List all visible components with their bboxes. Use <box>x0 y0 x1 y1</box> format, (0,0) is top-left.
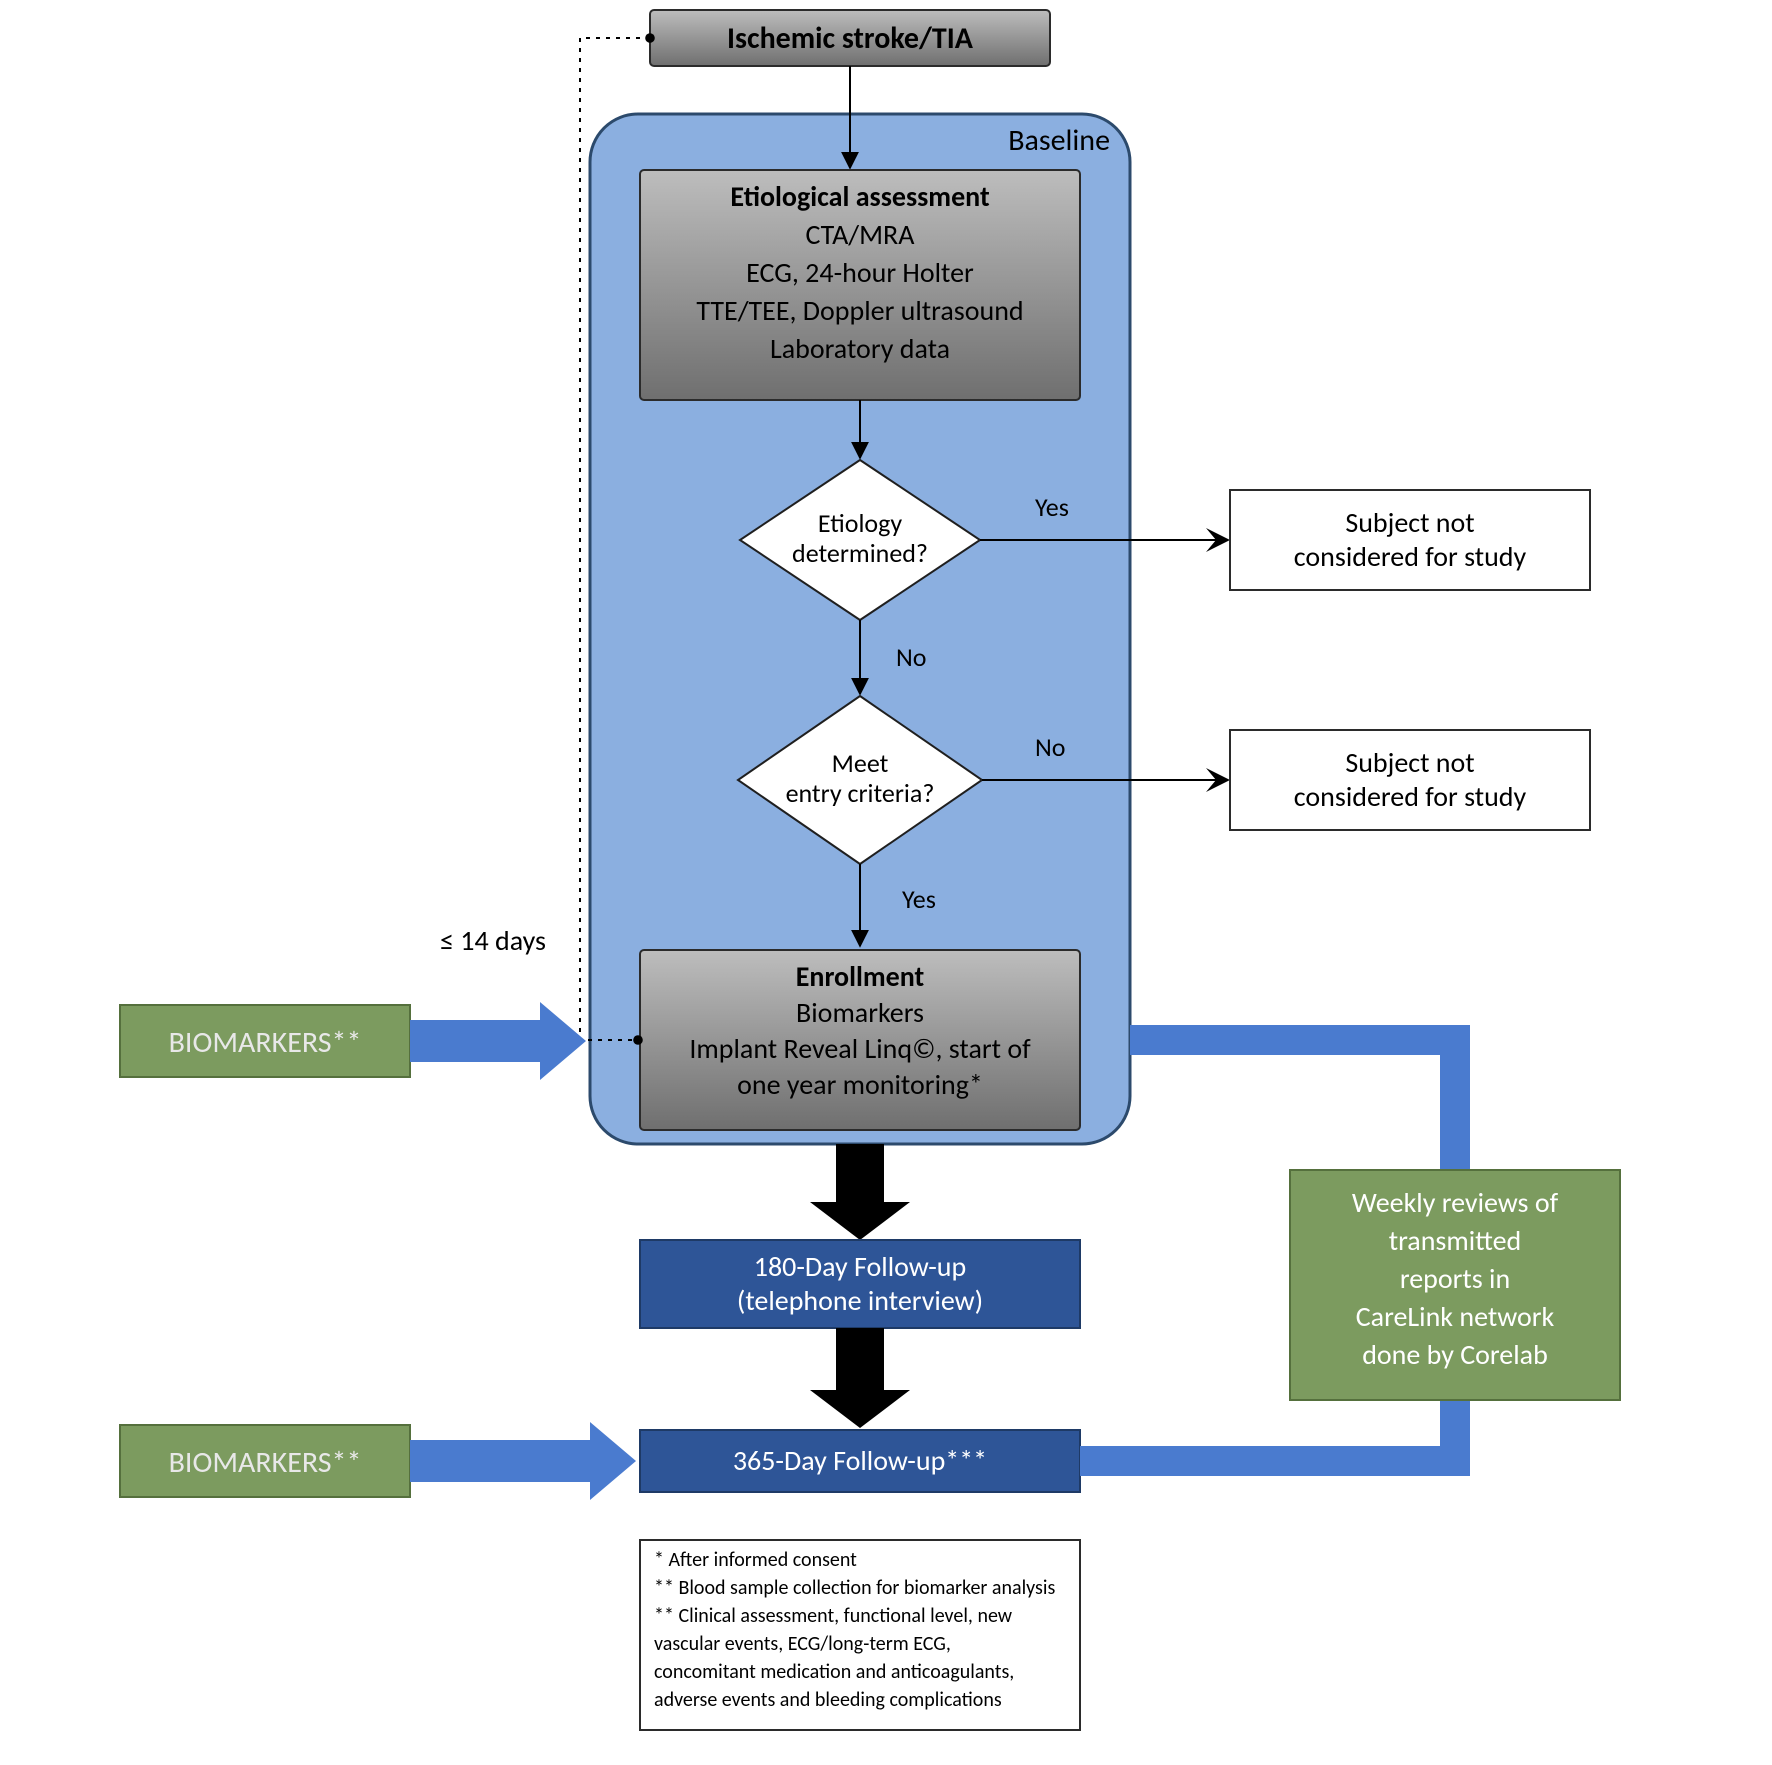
enroll-line-1: Implant Reveal Linq©, start of <box>689 1031 1031 1066</box>
fu365-line-0: 365-Day Follow-up*** <box>733 1443 987 1478</box>
weekly-line-3: CareLink network <box>1356 1299 1555 1334</box>
enroll-line-0: Biomarkers <box>796 995 924 1030</box>
fn-line-4: concomitant medication and anticoagulant… <box>654 1660 1014 1684</box>
nc2-line-1: considered for study <box>1294 779 1527 814</box>
enroll-title: Enrollment <box>796 959 925 994</box>
etio-line-2: TTE/TEE, Doppler ultrasound <box>696 293 1023 328</box>
entry-no-label: No <box>1035 731 1066 763</box>
nc1-line-1: considered for study <box>1294 539 1527 574</box>
fn-line-1: ** Blood sample collection for biomarker… <box>654 1576 1055 1600</box>
weekly-line-4: done by Corelab <box>1362 1337 1548 1372</box>
days14-label: ≤ 14 days <box>440 923 546 958</box>
weekly-line-2: reports in <box>1400 1261 1510 1296</box>
fu180-line-1: (telephone interview) <box>737 1283 983 1318</box>
etio-line-3: Laboratory data <box>770 331 950 366</box>
etio-title: Etiological assessment <box>730 179 990 214</box>
fn-line-3: vascular events, ECG/long-term ECG, <box>654 1632 951 1656</box>
etio-line-1: ECG, 24-hour Holter <box>746 255 974 290</box>
fn-line-0: * After informed consent <box>654 1548 857 1572</box>
etio-dec-line-0: Etiology <box>818 507 903 539</box>
blue-arrow-1 <box>410 1002 586 1080</box>
etio-yes-label: Yes <box>1035 491 1069 523</box>
enroll-line-2: one year monitoring* <box>737 1067 983 1102</box>
etio-line-0: CTA/MRA <box>806 217 916 252</box>
black-arrow-1 <box>810 1144 910 1240</box>
biomarkers-1-label: BIOMARKERS** <box>169 1024 362 1061</box>
weekly-line-1: transmitted <box>1389 1223 1522 1258</box>
fn-line-5: adverse events and bleeding complication… <box>654 1688 1002 1712</box>
nc2-line-0: Subject not <box>1345 745 1474 780</box>
fu180-line-0: 180-Day Follow-up <box>754 1249 966 1284</box>
entry-dec-line-1: entry criteria? <box>786 777 935 809</box>
entry-dec-line-0: Meet <box>832 747 889 779</box>
entry-yes-label: Yes <box>902 883 936 915</box>
start-label: Ischemic stroke/TIA <box>727 20 974 57</box>
blue-arrow-2 <box>410 1422 636 1500</box>
black-arrow-2 <box>810 1328 910 1428</box>
weekly-line-0: Weekly reviews of <box>1352 1185 1559 1220</box>
etio-dec-line-1: determined? <box>792 537 928 569</box>
biomarkers-2-label: BIOMARKERS** <box>169 1444 362 1481</box>
baseline-label: Baseline <box>1008 122 1110 159</box>
fn-line-2: ** Clinical assessment, functional level… <box>654 1604 1013 1628</box>
etio-no-label: No <box>896 641 927 673</box>
flowchart: Baseline Ischemic stroke/TIA Etiological… <box>0 0 1772 1760</box>
nc1-line-0: Subject not <box>1345 505 1474 540</box>
